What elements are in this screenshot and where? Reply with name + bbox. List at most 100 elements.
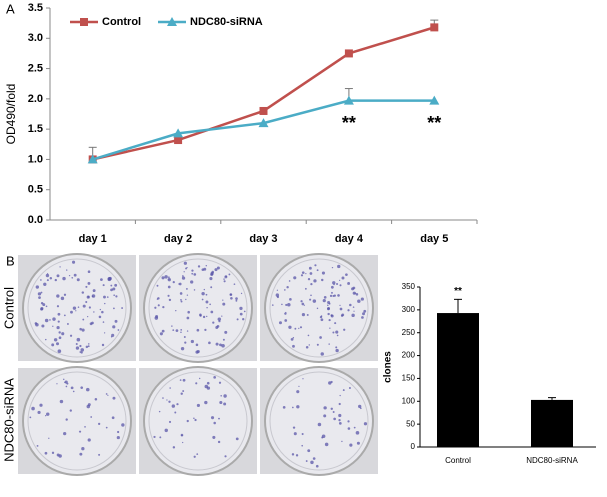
- series-line: [92, 26, 435, 161]
- colony: [282, 406, 286, 409]
- marker: [344, 49, 353, 58]
- colony: [216, 266, 220, 270]
- colony: [330, 407, 333, 410]
- colony: [175, 329, 179, 332]
- colony: [206, 381, 210, 385]
- colony: [193, 417, 195, 420]
- y-tick-label: 3.0: [28, 32, 43, 44]
- dish: [22, 253, 132, 363]
- colony: [117, 329, 120, 331]
- marker: [258, 118, 269, 128]
- y-tick-label: 2.0: [28, 93, 43, 105]
- colony: [171, 325, 173, 327]
- colony: [66, 323, 69, 325]
- colony: [37, 410, 41, 415]
- colony: [45, 273, 50, 278]
- dish-rim: [269, 258, 369, 358]
- significance: **: [427, 113, 441, 133]
- colony: [38, 296, 41, 300]
- colony: [175, 310, 177, 312]
- colony: [235, 297, 238, 300]
- colony: [116, 435, 120, 440]
- colony: [306, 313, 309, 316]
- colony: [333, 283, 335, 286]
- colony: [104, 332, 106, 334]
- colony: [88, 343, 90, 345]
- y-axis-label: clones: [383, 351, 394, 383]
- colony: [355, 431, 360, 435]
- colony: [320, 318, 324, 322]
- colony: [196, 328, 200, 332]
- colony: [202, 315, 206, 319]
- colony: [331, 266, 334, 269]
- colony: [283, 289, 286, 291]
- dish: [143, 253, 253, 363]
- dish-rim: [148, 258, 248, 358]
- colony: [167, 285, 171, 289]
- colony: [341, 276, 345, 280]
- colony: [104, 302, 106, 305]
- colony: [194, 418, 197, 422]
- colony: [172, 329, 175, 332]
- colony: [153, 435, 156, 439]
- colony: [197, 265, 201, 268]
- colony: [176, 403, 179, 406]
- significance: **: [454, 286, 462, 297]
- colony: [338, 419, 341, 422]
- colony: [293, 432, 297, 436]
- colony: [63, 431, 67, 436]
- colony: [179, 292, 183, 295]
- colony: [275, 293, 280, 297]
- marker: [343, 95, 354, 105]
- colony: [314, 264, 317, 267]
- colony: [316, 269, 319, 272]
- colony: [156, 284, 159, 287]
- colony: [305, 460, 308, 462]
- y-tick-label: 3.5: [28, 2, 43, 14]
- colony: [210, 286, 213, 289]
- colony: [209, 277, 213, 281]
- colony: [276, 289, 279, 291]
- colony: [288, 280, 291, 282]
- colony: [112, 325, 116, 329]
- colony: [205, 293, 208, 296]
- row-label: NDC80-siRNA: [1, 378, 16, 462]
- colony: [215, 342, 219, 346]
- dish-rim: [27, 371, 127, 471]
- colony: [214, 268, 218, 272]
- colony: [172, 446, 176, 449]
- colony: [230, 296, 233, 300]
- colony: [300, 274, 304, 277]
- colony: [87, 438, 91, 442]
- colony: [235, 299, 238, 302]
- dish: [264, 366, 374, 476]
- colony: [77, 306, 80, 308]
- colony: [342, 389, 345, 392]
- colony: [319, 336, 322, 339]
- colony: [219, 400, 223, 405]
- colony: [301, 444, 304, 447]
- colony: [236, 318, 239, 321]
- colony: [218, 417, 220, 420]
- colony: [187, 310, 190, 314]
- colony: [111, 333, 115, 337]
- marker: [430, 23, 439, 32]
- colony: [84, 426, 86, 428]
- colony: [59, 266, 61, 268]
- colony: [292, 337, 295, 339]
- colony: [35, 285, 40, 289]
- colony: [278, 321, 282, 325]
- colony: [85, 301, 88, 304]
- bar: [437, 313, 479, 447]
- colony: [322, 299, 326, 303]
- colony: [358, 404, 362, 409]
- y-tick-label: 250: [402, 328, 416, 337]
- colony: [305, 273, 307, 275]
- colony: [310, 294, 312, 297]
- y-tick-label: 150: [402, 374, 416, 383]
- colony: [301, 302, 305, 306]
- colony: [217, 440, 221, 444]
- colony: [320, 352, 324, 356]
- colony: [49, 319, 51, 321]
